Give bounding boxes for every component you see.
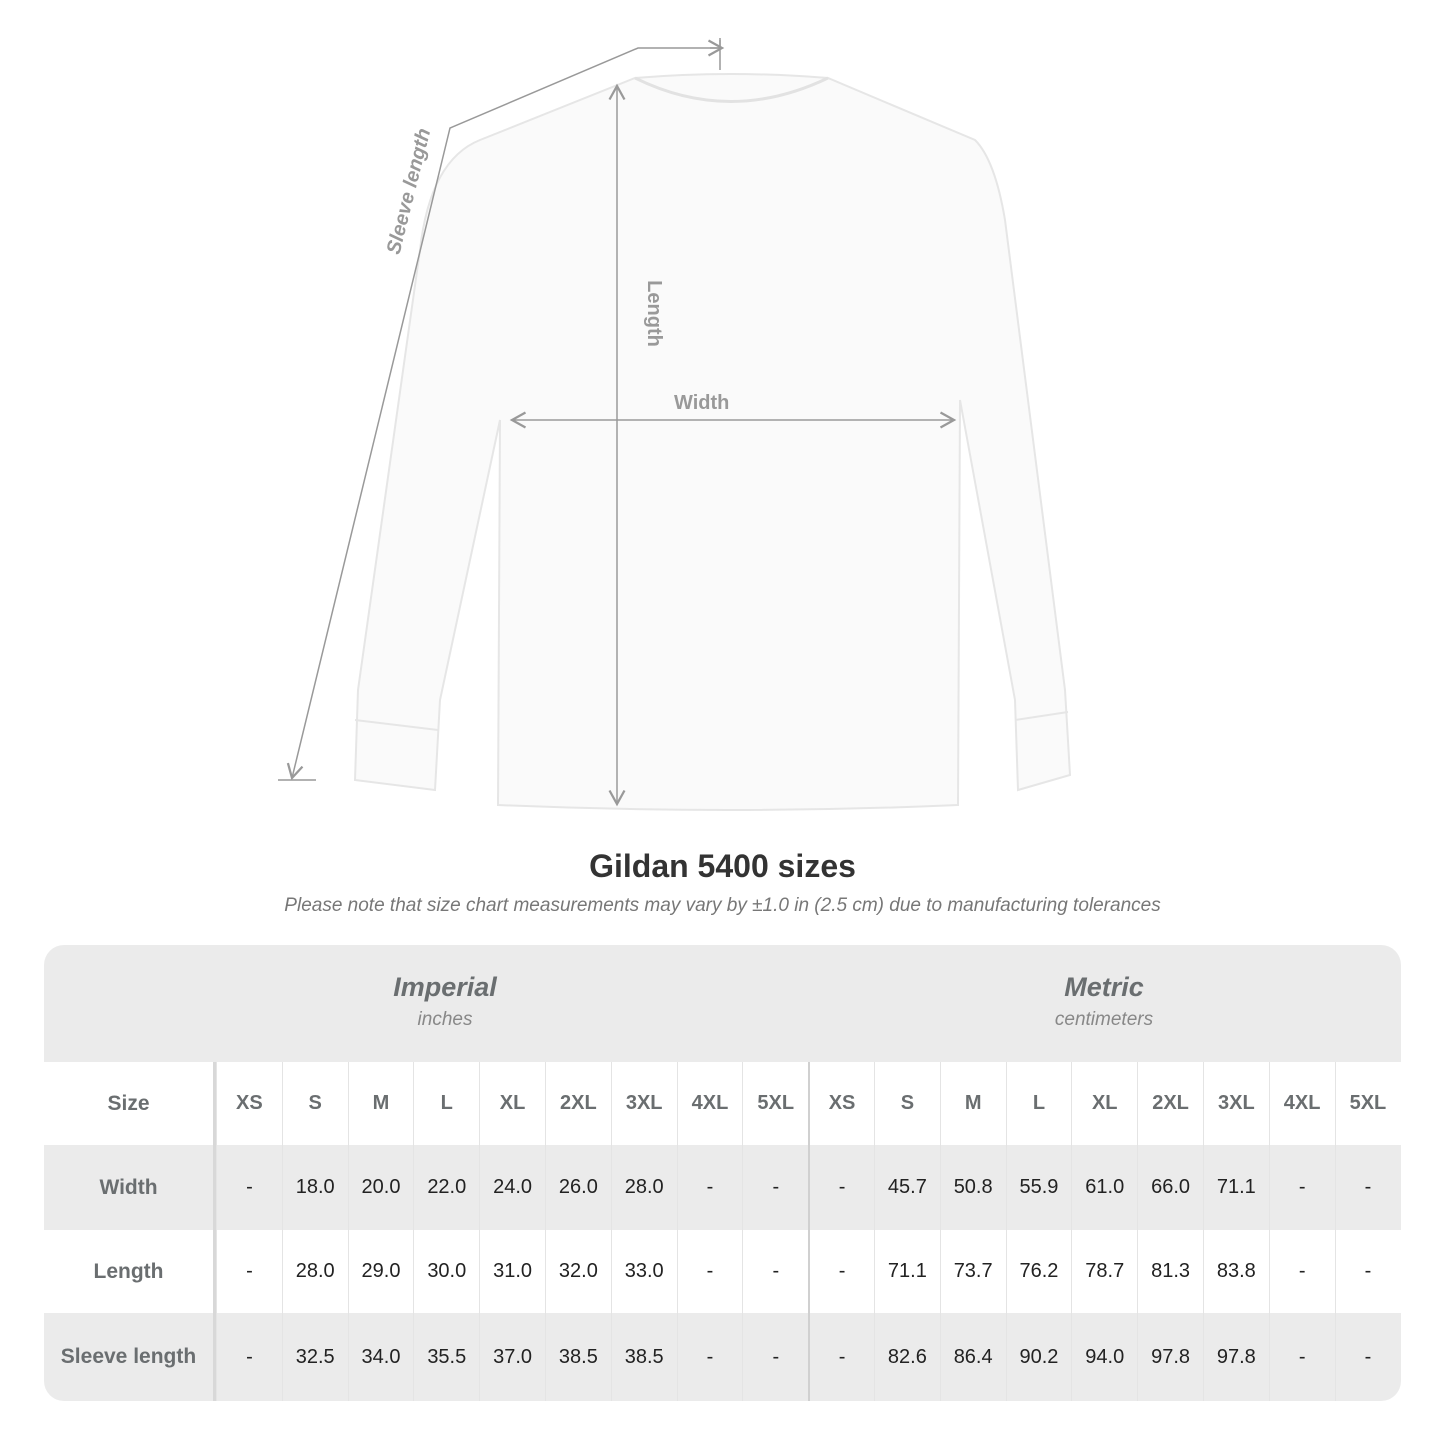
size-imperial-xl: XL: [479, 1062, 545, 1145]
shirt-diagram: [278, 38, 1072, 811]
tolerance-note: Please note that size chart measurements…: [284, 895, 1161, 916]
size-imperial-xs: XS: [216, 1062, 282, 1145]
value-cell: 31.0: [479, 1230, 545, 1313]
value-cell: 28.0: [281, 1230, 348, 1313]
size-metric-m: M: [939, 1062, 1006, 1145]
size-table: Imperial inches Metric centimeters Size X…: [44, 945, 1401, 1401]
value-cell: 76.2: [1005, 1230, 1072, 1313]
size-metric-5xl: 5XL: [1334, 1062, 1401, 1145]
row-label: Length: [44, 1230, 216, 1313]
table-header-row: Size XS S M L XL 2XL 3XL 4XL 5XL XS S M L XL 2XL 3XL 4XL 5…: [44, 1062, 1401, 1145]
value-cell: 32.0: [544, 1230, 611, 1313]
size-imperial-l: L: [413, 1062, 479, 1145]
value-cell: 33.0: [610, 1230, 677, 1313]
table-row: Width -18.0 20.0 22.0 24.0 26.0 28.0- - -45.7 50.…: [44, 1145, 1401, 1230]
value-cell: -: [742, 1313, 808, 1401]
value-cell: 26.0: [544, 1145, 611, 1230]
shirt-body: [353, 73, 1072, 811]
value-cell: -: [676, 1145, 743, 1230]
value-cell: -: [742, 1230, 808, 1313]
value-cell: 55.9: [1005, 1145, 1072, 1230]
value-cell: 66.0: [1137, 1145, 1203, 1230]
value-cell: -: [1334, 1145, 1401, 1230]
value-cell: -: [1334, 1230, 1401, 1313]
value-cell: 81.3: [1137, 1230, 1203, 1313]
value-cell: 78.7: [1071, 1230, 1137, 1313]
value-cell: 71.1: [1202, 1145, 1269, 1230]
value-cell: -: [1268, 1313, 1335, 1401]
sleeve-arrow: [278, 38, 725, 781]
size-imperial-3xl: 3XL: [610, 1062, 677, 1145]
value-cell: 28.0: [610, 1145, 677, 1230]
row-label: Sleeve length: [44, 1313, 216, 1401]
size-imperial-4xl: 4XL: [676, 1062, 743, 1145]
value-cell: -: [808, 1145, 874, 1230]
value-cell: -: [742, 1145, 808, 1230]
value-cell: -: [676, 1313, 743, 1401]
size-imperial-2xl: 2XL: [544, 1062, 611, 1145]
imperial-header: Imperial inches: [393, 972, 497, 1030]
size-metric-l: L: [1005, 1062, 1072, 1145]
value-cell: 37.0: [479, 1313, 545, 1401]
size-imperial-5xl: 5XL: [742, 1062, 808, 1145]
value-cell: 45.7: [873, 1145, 940, 1230]
row-label: Width: [44, 1145, 216, 1230]
table-row: Length -28.0 29.0 30.0 31.0 32.0 33.0- - -71.1 73…: [44, 1230, 1401, 1313]
size-metric-s: S: [873, 1062, 940, 1145]
value-cell: 18.0: [281, 1145, 348, 1230]
value-cell: 29.0: [347, 1230, 414, 1313]
size-metric-4xl: 4XL: [1268, 1062, 1335, 1145]
value-cell: -: [216, 1145, 282, 1230]
value-cell: 35.5: [413, 1313, 479, 1401]
value-cell: 38.5: [544, 1313, 611, 1401]
width-label: Width: [674, 392, 730, 414]
value-cell: 83.8: [1202, 1230, 1269, 1313]
value-cell: -: [1268, 1145, 1335, 1230]
value-cell: 73.7: [939, 1230, 1006, 1313]
size-metric-2xl: 2XL: [1137, 1062, 1203, 1145]
value-cell: -: [1334, 1313, 1401, 1401]
value-cell: 32.5: [281, 1313, 348, 1401]
value-cell: 90.2: [1005, 1313, 1072, 1401]
size-metric-xs: XS: [808, 1062, 874, 1145]
value-cell: -: [216, 1313, 282, 1401]
value-cell: 24.0: [479, 1145, 545, 1230]
length-label: Length: [642, 280, 665, 347]
value-cell: 20.0: [347, 1145, 414, 1230]
value-cell: 30.0: [413, 1230, 479, 1313]
value-cell: 86.4: [939, 1313, 1006, 1401]
metric-header: Metric centimeters: [1054, 972, 1154, 1030]
value-cell: 22.0: [413, 1145, 479, 1230]
value-cell: -: [216, 1230, 282, 1313]
size-imperial-s: S: [281, 1062, 348, 1145]
table-row: Sleeve length -32.5 34.0 35.5 37.0 38.5 38.5- -…: [44, 1313, 1401, 1401]
value-cell: -: [1268, 1230, 1335, 1313]
value-cell: 82.6: [873, 1313, 940, 1401]
value-cell: -: [808, 1230, 874, 1313]
value-cell: -: [676, 1230, 743, 1313]
size-metric-3xl: 3XL: [1202, 1062, 1269, 1145]
value-cell: -: [808, 1313, 874, 1401]
value-cell: 38.5: [610, 1313, 677, 1401]
value-cell: 61.0: [1071, 1145, 1137, 1230]
value-cell: 97.8: [1137, 1313, 1203, 1401]
size-metric-xl: XL: [1071, 1062, 1137, 1145]
value-cell: 94.0: [1071, 1313, 1137, 1401]
page-title: Gildan 5400 sizes: [589, 848, 856, 884]
value-cell: 50.8: [939, 1145, 1006, 1230]
size-label: Size: [44, 1062, 216, 1145]
value-cell: 34.0: [347, 1313, 414, 1401]
value-cell: 71.1: [873, 1230, 940, 1313]
size-imperial-m: M: [347, 1062, 414, 1145]
value-cell: 97.8: [1202, 1313, 1269, 1401]
